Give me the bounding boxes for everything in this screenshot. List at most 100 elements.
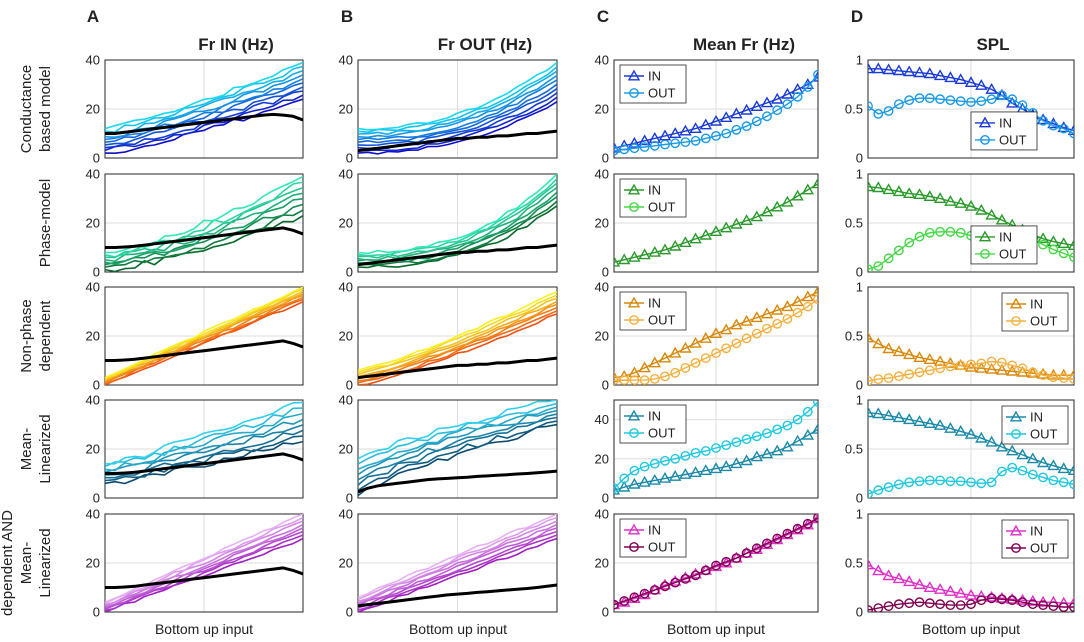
marker-in: [679, 124, 692, 136]
family-line: [105, 215, 303, 272]
family-line: [105, 61, 303, 130]
marker-in: [719, 323, 733, 335]
marker-in: [699, 464, 713, 475]
marker-out: [619, 473, 630, 484]
mean-drive-line: [105, 452, 303, 475]
marker-in: [1067, 368, 1074, 380]
y-tick-label: 20: [86, 442, 100, 457]
column-title-fr-in: Fr IN (Hz): [198, 35, 274, 54]
legend-label-out: OUT: [999, 132, 1027, 147]
marker-out: [670, 453, 681, 464]
row-label-line: Conductance: [18, 65, 35, 153]
marker-out: [619, 596, 630, 606]
mean-drive-line: [358, 129, 557, 153]
plot-area: [358, 61, 557, 155]
axes-box: [613, 59, 819, 159]
marker-out: [1038, 600, 1049, 610]
row-label-line: Mean-: [18, 542, 35, 585]
marker-in: [1016, 448, 1029, 460]
legend-marker-in: [627, 69, 641, 81]
y-tick-label: 1: [856, 167, 863, 182]
marker-out: [660, 371, 670, 382]
marker-in: [699, 331, 713, 343]
row-label-4: Mean- Linearized: [18, 414, 54, 483]
axes-box: [867, 513, 1075, 613]
family-line: [358, 534, 557, 611]
marker-in: [801, 290, 815, 302]
y-tick-label: 0: [856, 151, 863, 166]
plot-area: [358, 514, 557, 612]
marker-in: [1057, 121, 1070, 133]
row-label-line: based model: [37, 66, 54, 152]
axes-box: [867, 399, 1075, 499]
panel-c-row-4: 0 20 40 IN OUT: [595, 399, 819, 506]
legend-marker-out: [629, 542, 639, 552]
row-label-line: Linearized: [37, 414, 54, 483]
marker-out: [782, 528, 793, 539]
marker-in: [668, 469, 682, 481]
marker-out: [614, 599, 619, 610]
marker-in: [709, 462, 723, 474]
marker-in: [882, 409, 895, 421]
marker-out: [1058, 123, 1069, 134]
legend-label-in: IN: [648, 69, 661, 84]
marker-in: [791, 434, 804, 446]
marker-out: [1069, 374, 1074, 384]
marker-in: [679, 571, 692, 583]
marker-in: [648, 245, 662, 257]
legend-label-out: OUT: [999, 246, 1027, 261]
family-line: [358, 83, 557, 144]
marker-in: [614, 255, 621, 267]
marker-out: [782, 99, 793, 110]
family-line: [358, 313, 557, 385]
column-title-mean-fr: Mean Fr (Hz): [693, 35, 795, 54]
marker-in: [1036, 232, 1050, 244]
marker-in: [872, 564, 885, 576]
marker-in: [628, 136, 641, 148]
marker-out: [868, 264, 873, 272]
marker-in: [1067, 239, 1074, 251]
plot-area: [614, 514, 818, 610]
legend-marker-out: [629, 88, 639, 98]
family-line: [105, 520, 303, 606]
marker-out: [904, 477, 915, 488]
axes-box: [613, 399, 819, 499]
marker-in: [868, 406, 875, 418]
panel-a-row-2: 0 20 40: [86, 167, 304, 280]
marker-in: [1005, 364, 1019, 376]
marker-out: [782, 420, 793, 431]
marker-out: [935, 226, 945, 237]
family-line: [358, 537, 557, 612]
marker-in: [628, 250, 641, 262]
marker-in: [995, 440, 1009, 452]
marker-in: [923, 581, 937, 592]
marker-out: [883, 106, 894, 116]
family-line: [105, 181, 303, 258]
marker-out: [924, 598, 935, 609]
marker-out: [1058, 602, 1069, 612]
marker-out: [629, 465, 640, 476]
marker-in: [730, 107, 743, 119]
marker-in: [719, 460, 733, 472]
marker-out: [924, 227, 935, 238]
marker-in: [995, 591, 1009, 603]
marker-in: [954, 73, 967, 85]
marker-out: [945, 476, 956, 487]
marker-in: [791, 189, 804, 201]
marker-in: [868, 558, 875, 570]
marker-in: [985, 362, 998, 374]
marker-out: [772, 533, 783, 544]
marker-out: [731, 124, 742, 135]
marker-out: [792, 414, 803, 425]
legend: IN OUT: [619, 518, 687, 558]
legend: IN OUT: [1001, 405, 1069, 445]
family-line: [358, 520, 557, 603]
y-tick-label: 20: [595, 329, 609, 344]
marker-out: [955, 476, 966, 487]
family-line: [105, 412, 303, 472]
marker-out: [1069, 602, 1074, 612]
marker-in: [781, 300, 794, 312]
marker-in: [617, 480, 631, 492]
marker-out: [1017, 100, 1028, 111]
y-tick-label: 40: [339, 280, 353, 295]
